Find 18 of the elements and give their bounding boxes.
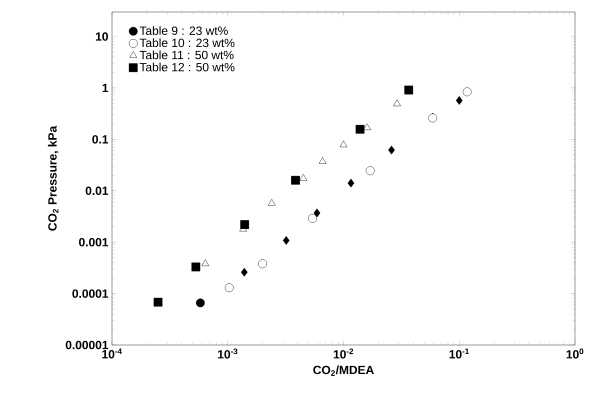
y-tick-label: 0.0001 [72,289,108,298]
legend-label: Table 10 : 23 wt% [140,38,234,48]
legend-label: Table 11 : 50 wt% [140,50,234,60]
x-tick-label: 10$^{-3}$ [218,348,238,359]
y-axis-title: CO$_{2}$ Pressure, kPa [48,126,58,231]
y-tick-label: 0.00001 [66,340,108,350]
x-tick-label: 10$^{-2}$ [334,348,354,359]
y-tick-label: 0.001 [79,238,108,246]
y-tick-label: 0.01 [86,186,108,195]
y-tick-label: 1 [102,84,108,92]
x-tick-label: 10$^{-4}$ [102,348,122,358]
x-tick-label: 10$^{0}$ [566,348,584,359]
x-axis-title: CO$_{2}$/MDEA [313,365,374,376]
x-tick-label: 10$^{-1}$ [450,348,469,358]
y-tick-label: 0.1 [92,135,108,144]
legend-label: Table 9 : 23 wt% [140,26,228,35]
y-tick-label: 10 [96,32,108,41]
legend-label: Table 12 : 50 wt% [140,62,234,72]
